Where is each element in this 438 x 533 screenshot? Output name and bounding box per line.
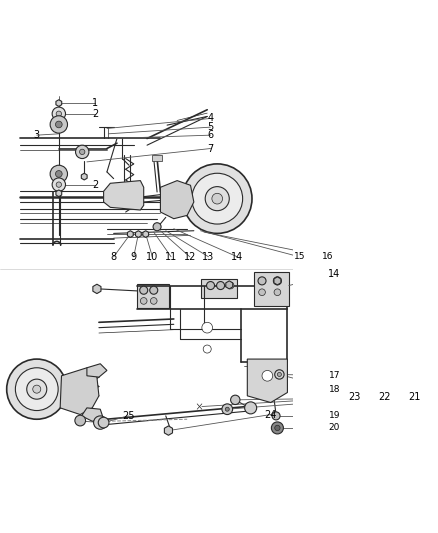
Circle shape [75, 145, 89, 158]
Circle shape [52, 107, 66, 120]
Circle shape [205, 187, 229, 211]
Circle shape [230, 395, 240, 405]
Circle shape [272, 412, 280, 420]
Polygon shape [81, 173, 87, 180]
Circle shape [275, 370, 284, 379]
Text: 2: 2 [92, 180, 98, 190]
Circle shape [56, 182, 61, 187]
Circle shape [192, 173, 243, 224]
Circle shape [150, 297, 157, 304]
Text: 4: 4 [208, 114, 214, 124]
Text: 11: 11 [165, 252, 177, 262]
Polygon shape [143, 231, 148, 237]
Text: 21: 21 [408, 392, 420, 402]
Polygon shape [135, 231, 141, 237]
Circle shape [80, 149, 85, 155]
Text: 10: 10 [146, 252, 159, 262]
Text: 24: 24 [265, 409, 277, 419]
Text: 22: 22 [378, 392, 391, 402]
Circle shape [202, 322, 212, 333]
Text: 3: 3 [34, 130, 40, 140]
Circle shape [140, 297, 147, 304]
Polygon shape [56, 100, 62, 107]
Circle shape [273, 277, 281, 285]
Circle shape [207, 281, 215, 289]
Circle shape [258, 277, 266, 285]
Polygon shape [127, 231, 133, 237]
Text: 23: 23 [348, 392, 360, 402]
Circle shape [262, 370, 273, 381]
Circle shape [225, 407, 229, 411]
Text: 9: 9 [131, 252, 137, 262]
Circle shape [227, 282, 234, 289]
Circle shape [277, 373, 281, 376]
Circle shape [33, 385, 41, 393]
Polygon shape [160, 181, 194, 219]
Circle shape [274, 289, 281, 296]
Circle shape [75, 415, 85, 426]
Text: 13: 13 [202, 252, 215, 262]
Text: 7: 7 [208, 143, 214, 154]
Circle shape [272, 422, 283, 434]
Polygon shape [164, 426, 173, 435]
Circle shape [15, 368, 58, 410]
Text: 14: 14 [231, 252, 244, 262]
Text: 12: 12 [184, 252, 196, 262]
Polygon shape [93, 284, 101, 294]
Text: 8: 8 [110, 252, 117, 262]
Text: 6: 6 [208, 130, 214, 140]
Bar [137, 284, 169, 308]
Text: 5: 5 [208, 122, 214, 132]
Circle shape [245, 402, 257, 414]
Circle shape [98, 417, 109, 428]
Circle shape [259, 289, 265, 296]
Circle shape [216, 281, 225, 289]
Circle shape [203, 345, 211, 353]
Polygon shape [81, 408, 104, 421]
Circle shape [27, 379, 47, 399]
Polygon shape [104, 181, 144, 210]
Circle shape [50, 165, 67, 183]
Circle shape [275, 425, 280, 431]
Circle shape [50, 116, 67, 133]
Polygon shape [87, 364, 107, 377]
Polygon shape [274, 277, 281, 285]
Circle shape [52, 178, 66, 191]
Circle shape [56, 121, 62, 128]
Text: 19: 19 [328, 411, 340, 421]
Text: 2: 2 [92, 109, 98, 119]
Bar [254, 272, 289, 305]
Text: 14: 14 [328, 269, 340, 279]
Circle shape [7, 359, 67, 419]
Bar [201, 279, 237, 297]
Text: 20: 20 [328, 423, 340, 432]
Polygon shape [56, 190, 62, 197]
Circle shape [183, 164, 252, 233]
Circle shape [212, 193, 223, 204]
Circle shape [222, 404, 233, 415]
Text: 16: 16 [322, 252, 333, 261]
Text: 25: 25 [122, 411, 134, 421]
Circle shape [140, 286, 148, 294]
Circle shape [153, 223, 161, 231]
Text: 1: 1 [92, 98, 98, 108]
Polygon shape [247, 359, 287, 402]
Text: 15: 15 [294, 252, 305, 261]
Circle shape [150, 286, 158, 294]
Polygon shape [226, 281, 233, 289]
Text: 18: 18 [328, 385, 340, 394]
Circle shape [56, 171, 62, 177]
Circle shape [94, 416, 107, 429]
Circle shape [56, 111, 61, 116]
Text: 17: 17 [328, 372, 340, 380]
Polygon shape [60, 368, 99, 415]
Bar [152, 155, 162, 160]
